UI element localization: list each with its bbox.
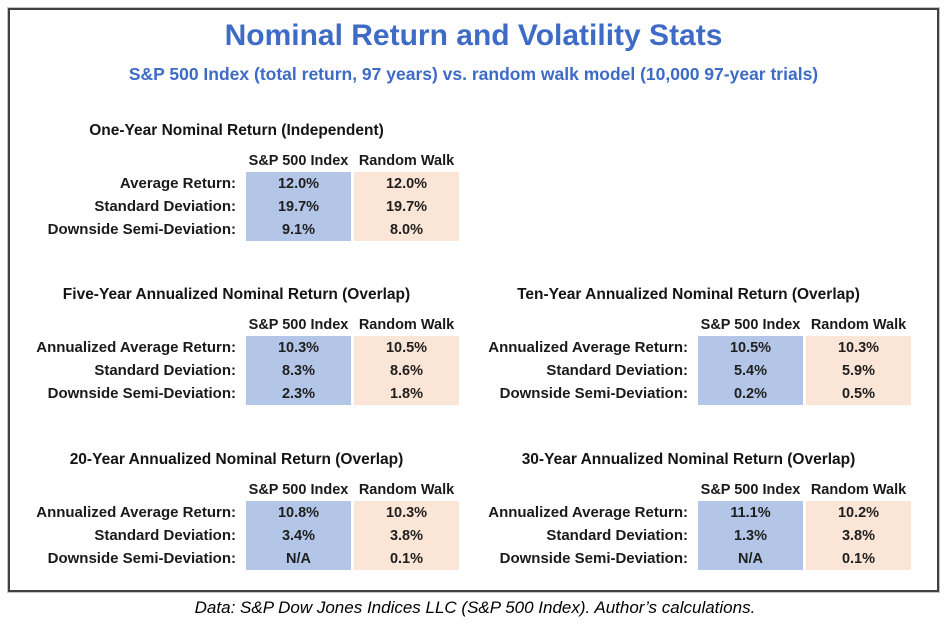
row-label: Standard Deviation: (546, 527, 688, 544)
random-walk-value: 5.9% (806, 359, 911, 382)
row-label: Downside Semi-Deviation: (47, 550, 236, 567)
figure-border-frame: Nominal Return and Volatility Stats S&P … (8, 8, 939, 592)
sp500-value: 0.2% (698, 382, 803, 405)
sp500-value: 1.3% (698, 524, 803, 547)
row-label: Average Return: (119, 175, 236, 192)
figure-title: Nominal Return and Volatility Stats (224, 19, 723, 52)
corner-spacer (10, 150, 243, 172)
table-title: One-Year Nominal Return (Independent) (89, 122, 384, 139)
sp500-value: 11.1% (698, 501, 803, 524)
sp500-value: N/A (246, 547, 351, 570)
random-walk-value: 8.0% (354, 218, 459, 241)
row-label: Standard Deviation: (94, 527, 236, 544)
figure-subtitle: S&P 500 Index (total return, 97 years) v… (128, 64, 819, 84)
sp500-value: 2.3% (246, 382, 351, 405)
column-header-random-walk: Random Walk (358, 482, 455, 498)
row-label: Standard Deviation: (94, 198, 236, 215)
table-ten-year: Ten-Year Annualized Nominal Return (Over… (462, 286, 915, 405)
sp500-value: 8.3% (246, 359, 351, 382)
random-walk-value: 8.6% (354, 359, 459, 382)
random-walk-value: 0.1% (354, 547, 459, 570)
sp500-value: 19.7% (246, 195, 351, 218)
corner-spacer (10, 479, 243, 501)
stats-table: S&P 500 Index Random Walk Annualized Ave… (10, 314, 463, 405)
random-walk-value: 19.7% (354, 195, 459, 218)
table-title: Five-Year Annualized Nominal Return (Ove… (62, 286, 411, 303)
random-walk-value: 3.8% (354, 524, 459, 547)
random-walk-value: 1.8% (354, 382, 459, 405)
column-header-sp500: S&P 500 Index (248, 153, 349, 169)
table-five-year: Five-Year Annualized Nominal Return (Ove… (10, 286, 463, 405)
sp500-value: 12.0% (246, 172, 351, 195)
stats-table: S&P 500 Index Random Walk Annualized Ave… (462, 479, 915, 570)
row-label: Standard Deviation: (94, 362, 236, 379)
random-walk-value: 0.1% (806, 547, 911, 570)
sp500-value: 10.8% (246, 501, 351, 524)
row-label: Downside Semi-Deviation: (499, 550, 688, 567)
table-title: 20-Year Annualized Nominal Return (Overl… (69, 451, 404, 468)
random-walk-value: 10.3% (806, 336, 911, 359)
column-header-random-walk: Random Walk (810, 482, 907, 498)
sp500-value: 10.3% (246, 336, 351, 359)
random-walk-value: 10.2% (806, 501, 911, 524)
column-header-random-walk: Random Walk (358, 317, 455, 333)
stats-table: S&P 500 Index Random Walk Annualized Ave… (462, 314, 915, 405)
sp500-value: N/A (698, 547, 803, 570)
random-walk-value: 10.3% (354, 501, 459, 524)
row-label: Downside Semi-Deviation: (47, 221, 236, 238)
random-walk-value: 3.8% (806, 524, 911, 547)
row-label: Annualized Average Return: (36, 339, 236, 356)
row-label: Downside Semi-Deviation: (499, 385, 688, 402)
column-header-random-walk: Random Walk (810, 317, 907, 333)
row-label: Annualized Average Return: (488, 504, 688, 521)
row-label: Annualized Average Return: (36, 504, 236, 521)
stats-table: S&P 500 Index Random Walk Annualized Ave… (10, 479, 463, 570)
row-label: Annualized Average Return: (488, 339, 688, 356)
sp500-value: 5.4% (698, 359, 803, 382)
column-header-sp500: S&P 500 Index (248, 317, 349, 333)
table-twenty-year: 20-Year Annualized Nominal Return (Overl… (10, 451, 463, 570)
sp500-value: 9.1% (246, 218, 351, 241)
sp500-value: 10.5% (698, 336, 803, 359)
corner-spacer (462, 314, 695, 336)
column-header-sp500: S&P 500 Index (700, 482, 801, 498)
stats-table: S&P 500 Index Random Walk Average Return… (10, 150, 463, 241)
corner-spacer (10, 314, 243, 336)
table-title: Ten-Year Annualized Nominal Return (Over… (517, 286, 860, 303)
column-header-random-walk: Random Walk (358, 153, 455, 169)
table-thirty-year: 30-Year Annualized Nominal Return (Overl… (462, 451, 915, 570)
random-walk-value: 0.5% (806, 382, 911, 405)
column-header-sp500: S&P 500 Index (248, 482, 349, 498)
sp500-value: 3.4% (246, 524, 351, 547)
figure-caption: Data: S&P Dow Jones Indices LLC (S&P 500… (194, 598, 756, 617)
random-walk-value: 12.0% (354, 172, 459, 195)
corner-spacer (462, 479, 695, 501)
column-header-sp500: S&P 500 Index (700, 317, 801, 333)
table-one-year: One-Year Nominal Return (Independent) S&… (10, 122, 463, 241)
random-walk-value: 10.5% (354, 336, 459, 359)
row-label: Standard Deviation: (546, 362, 688, 379)
row-label: Downside Semi-Deviation: (47, 385, 236, 402)
table-title: 30-Year Annualized Nominal Return (Overl… (521, 451, 856, 468)
